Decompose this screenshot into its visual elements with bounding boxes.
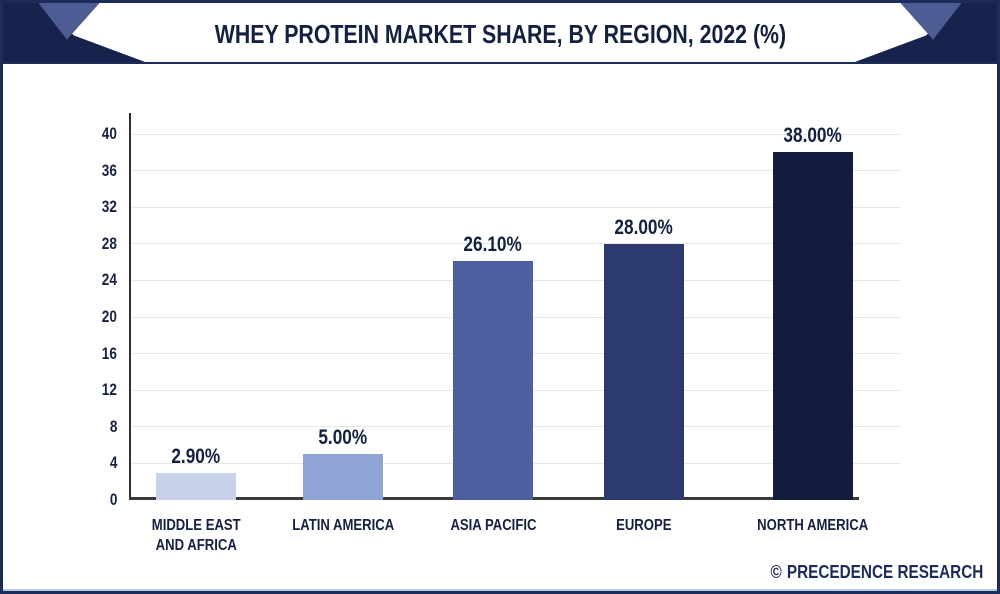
x-axis-label: EUROPE	[616, 517, 672, 534]
y-tick-label: 32	[101, 197, 117, 217]
copyright-icon: ©	[770, 562, 782, 582]
y-tick-label: 40	[101, 124, 117, 143]
gridline	[131, 170, 901, 172]
watermark-text: PRECEDENCE RESEARCH	[786, 562, 983, 582]
y-tick-label: 20	[101, 307, 117, 326]
bar-value-label: 38.00%	[783, 124, 843, 148]
gridline	[131, 243, 901, 245]
page-title-text: WHEY PROTEIN MARKET SHARE, BY REGION, 20…	[214, 19, 786, 49]
bar-latin-america	[303, 454, 383, 500]
bar-value-label: 5.00%	[318, 426, 368, 450]
bar-europe	[604, 243, 684, 500]
header-divider	[3, 62, 997, 64]
gridline	[131, 206, 901, 208]
y-tick-label: 12	[101, 380, 117, 400]
y-tick-label: 4	[109, 453, 117, 473]
x-axis-label: MIDDLE EAST AND AFRICA	[151, 517, 241, 554]
y-tick-label: 36	[101, 160, 117, 180]
gridline	[131, 133, 901, 135]
bar-asia-pacific	[453, 261, 533, 500]
y-tick-label: 28	[101, 233, 117, 253]
y-axis-line	[129, 113, 131, 500]
bar-chart-plot-area: 0 4 8 12 16 20 24 28 32 36 40 2.90% MIDDLE EAST AND …	[3, 64, 997, 591]
bottom-accent-line	[3, 589, 997, 591]
page-title: WHEY PROTEIN MARKET SHARE, BY REGION, 20…	[3, 19, 997, 50]
x-axis-label: NORTH AMERICA	[757, 517, 869, 534]
bar-middle-east-and-africa	[156, 473, 236, 500]
y-tick-label: 0	[109, 490, 117, 509]
x-axis-label: ASIA PACIFIC	[449, 517, 536, 534]
bar-value-label: 28.00%	[614, 215, 674, 239]
y-tick-label: 24	[101, 270, 117, 290]
x-axis-label: LATIN AMERICA	[291, 517, 395, 534]
bar-value-label: 2.90%	[171, 445, 221, 469]
bar-value-label: 26.10%	[463, 233, 523, 257]
watermark: © PRECEDENCE RESEARCH	[770, 562, 983, 583]
y-tick-label: 8	[109, 416, 117, 436]
bar-north-america	[773, 152, 853, 500]
y-tick-label: 16	[101, 343, 117, 363]
left-corner-decoration	[3, 3, 145, 62]
